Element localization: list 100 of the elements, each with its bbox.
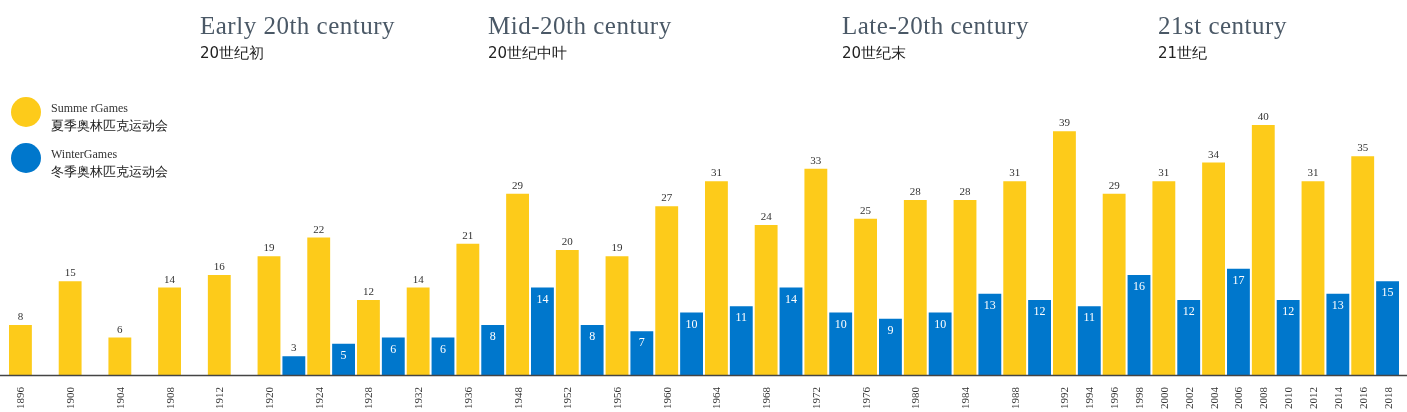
data-label: 40 (1257, 110, 1270, 122)
bar (158, 287, 181, 375)
bar (1251, 125, 1275, 375)
x-tick-label: 1972 (809, 387, 822, 409)
bar (207, 275, 231, 375)
bar (729, 306, 753, 375)
data-label: 3 (291, 341, 298, 354)
x-tick-label: 1932 (412, 387, 425, 409)
bar (978, 293, 1002, 375)
data-label: 11 (1083, 310, 1096, 325)
bar (1003, 181, 1027, 375)
x-tick-label: 2008 (1257, 386, 1270, 409)
x-tick-label: 2006 (1232, 386, 1245, 409)
x-tick-label: 1994 (1083, 386, 1096, 409)
data-label: 15 (1381, 285, 1394, 300)
bar (431, 337, 455, 375)
x-tick-label: 1920 (263, 386, 275, 409)
text: Early 20th century 20世纪初 (200, 12, 396, 62)
data-label: 17 (1232, 272, 1245, 287)
data-label: 34 (1208, 147, 1220, 160)
data-label: 6 (117, 322, 124, 335)
x-tick-label: 1980 (909, 386, 922, 409)
bar (9, 325, 32, 375)
x-tick-label: 1964 (710, 386, 723, 409)
bar (804, 168, 828, 375)
data-label: 7 (638, 335, 645, 350)
bar (1127, 275, 1151, 375)
x-tick-label: 1976 (859, 386, 872, 409)
bar (506, 193, 529, 375)
bar (531, 287, 554, 375)
data-label: 19 (611, 241, 623, 254)
data-label: 35 (1357, 141, 1369, 154)
x-tick-label: 1996 (1108, 386, 1121, 409)
data-label: 14 (412, 272, 425, 285)
bar (829, 312, 853, 375)
x-tick-label: 2018 (1381, 386, 1394, 409)
data-label: 31 (710, 166, 722, 179)
x-tick-label: 1900 (64, 386, 77, 409)
bar (456, 243, 480, 375)
data-label: 31 (1158, 166, 1170, 179)
bar (779, 287, 803, 375)
bar (1077, 306, 1101, 375)
data-label: 8 (589, 329, 596, 343)
data-label: 33 (810, 153, 822, 166)
bar (1028, 300, 1051, 375)
x-tick-label: 2010 (1282, 386, 1295, 409)
x-tick-label: 1924 (312, 386, 325, 409)
bar (1102, 193, 1126, 375)
data-label: 20 (561, 235, 574, 247)
data-label: 15 (64, 266, 77, 279)
bar (754, 225, 778, 375)
data-label: 14 (785, 291, 797, 306)
bar (854, 218, 877, 375)
data-label: 28 (959, 185, 971, 197)
data-label: 10 (834, 316, 847, 331)
data-label: 29 (1108, 178, 1121, 191)
data-label: 8 (489, 329, 496, 343)
bar (381, 337, 405, 375)
data-label: 14 (536, 291, 549, 306)
data-label: 27 (661, 191, 673, 204)
x-tick-label: 2014 (1331, 386, 1344, 409)
data-label: 10 (934, 316, 947, 331)
x-tick-label: 2004 (1207, 386, 1220, 409)
bar (580, 325, 604, 375)
bar (605, 256, 629, 375)
bar (307, 237, 331, 375)
bar (481, 325, 505, 375)
data-label: 25 (860, 203, 872, 216)
bar (332, 343, 355, 375)
data-label: 10 (685, 316, 698, 331)
bar (1351, 156, 1375, 375)
bar (928, 312, 952, 375)
data-label: 28 (909, 185, 922, 197)
data-label: 19 (263, 241, 275, 254)
data-label: 31 (1307, 166, 1319, 179)
bar (1301, 181, 1325, 375)
data-label: 21 (462, 228, 474, 241)
data-label: 31 (1009, 166, 1021, 179)
bar (680, 312, 703, 375)
x-tick-label: 1984 (959, 386, 971, 409)
bar (630, 331, 654, 375)
bar (58, 281, 82, 375)
bar (1276, 300, 1300, 375)
data-label: 5 (340, 347, 347, 362)
bar (903, 200, 927, 375)
bar (555, 250, 579, 375)
data-label: 9 (887, 322, 894, 337)
data-label: 39 (1058, 116, 1071, 129)
legend-label: WinterGames 冬季奥林匹克运动会 (51, 147, 168, 179)
x-tick-label: 2012 (1307, 387, 1319, 409)
data-label: 16 (213, 260, 226, 272)
data-label: 13 (1331, 297, 1344, 312)
bar (879, 318, 902, 375)
x-tick-label: 1952 (561, 387, 574, 409)
text: Mid-20th century 20世纪中叶 (488, 12, 672, 62)
bar (1376, 281, 1399, 375)
x-tick-label: 1928 (362, 386, 375, 409)
data-label: 24 (760, 210, 773, 222)
data-label: 12 (1182, 304, 1195, 318)
data-label: 11 (735, 310, 748, 325)
